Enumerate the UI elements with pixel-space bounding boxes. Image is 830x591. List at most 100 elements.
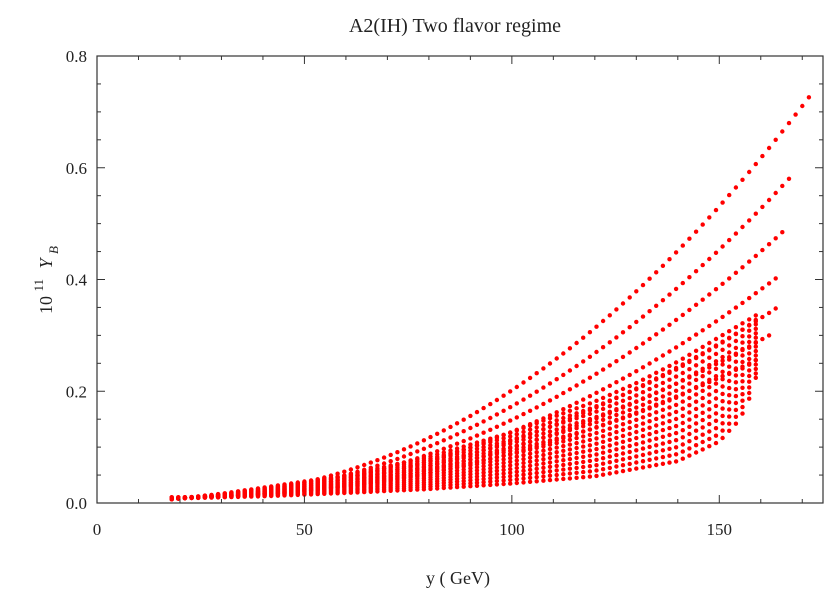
- data-point: [594, 404, 599, 409]
- data-point: [740, 177, 745, 182]
- data-point: [508, 470, 513, 475]
- data-point: [541, 457, 546, 462]
- data-point: [747, 295, 752, 301]
- data-point: [514, 447, 519, 452]
- data-point: [594, 468, 599, 473]
- data-point: [634, 380, 639, 386]
- data-point: [534, 429, 539, 434]
- data-point: [667, 432, 672, 438]
- data-point: [494, 397, 500, 403]
- data-point: [727, 428, 732, 433]
- data-point: [747, 373, 752, 379]
- data-point: [693, 421, 699, 426]
- data-point: [733, 387, 739, 392]
- data-point: [753, 331, 758, 336]
- data-point: [713, 351, 719, 357]
- data-point: [647, 457, 652, 462]
- data-point: [600, 395, 606, 401]
- data-point: [554, 436, 559, 441]
- data-point: [501, 421, 506, 426]
- data-point: [328, 475, 334, 480]
- data-point: [441, 428, 446, 433]
- data-point: [567, 413, 573, 418]
- data-point: [481, 467, 486, 472]
- data-point: [713, 388, 719, 394]
- data-point: [673, 459, 679, 464]
- data-point: [521, 468, 526, 473]
- data-point: [700, 410, 705, 415]
- data-point: [421, 446, 427, 451]
- data-point: [587, 448, 593, 453]
- data-point: [713, 344, 719, 349]
- data-point: [255, 486, 261, 491]
- data-point: [647, 336, 652, 342]
- data-point: [521, 397, 526, 402]
- data-point: [514, 462, 519, 467]
- data-point: [514, 439, 519, 444]
- data-point: [680, 428, 685, 433]
- data-point: [720, 200, 725, 205]
- data-point: [594, 446, 599, 452]
- data-point: [766, 333, 772, 338]
- data-point: [474, 443, 480, 448]
- data-point: [673, 317, 679, 323]
- data-point: [481, 473, 486, 478]
- data-point: [488, 446, 493, 451]
- data-point: [435, 449, 440, 454]
- data-point: [634, 429, 639, 435]
- data-point: [647, 464, 652, 469]
- data-point: [494, 461, 500, 467]
- data-point: [594, 371, 599, 376]
- data-point: [594, 430, 599, 436]
- data-point: [614, 441, 619, 446]
- data-point: [700, 374, 705, 379]
- data-point: [554, 418, 559, 423]
- data-point: [687, 410, 692, 415]
- data-point: [481, 438, 486, 443]
- data-point: [388, 459, 393, 464]
- data-point: [541, 474, 546, 479]
- data-point: [534, 433, 539, 438]
- data-point: [607, 415, 612, 420]
- data-point: [534, 420, 539, 426]
- data-point: [620, 427, 626, 433]
- data-point: [720, 358, 725, 363]
- data-point: [494, 475, 500, 480]
- data-point: [654, 383, 659, 389]
- data-point: [381, 461, 387, 466]
- data-point: [541, 461, 546, 466]
- data-point: [567, 466, 573, 471]
- data-point: [322, 476, 327, 481]
- y-tick-label: 0.4: [66, 271, 88, 290]
- data-point: [640, 408, 646, 414]
- data-point: [687, 403, 692, 408]
- data-point: [687, 236, 692, 241]
- data-point: [693, 302, 699, 307]
- data-point: [667, 412, 672, 417]
- data-point: [614, 359, 619, 364]
- data-point: [627, 467, 632, 472]
- data-point: [647, 361, 652, 366]
- data-point: [527, 439, 533, 444]
- data-point: [740, 321, 745, 326]
- data-point: [541, 427, 546, 432]
- data-point: [547, 398, 553, 403]
- data-point: [647, 425, 652, 430]
- data-point: [660, 427, 666, 433]
- data-point: [640, 390, 646, 395]
- data-point: [508, 463, 513, 468]
- data-point: [315, 477, 320, 482]
- data-point: [541, 366, 546, 371]
- data-point: [747, 351, 752, 356]
- data-point: [667, 384, 672, 389]
- data-point: [408, 451, 413, 457]
- data-point: [567, 408, 573, 413]
- data-point: [587, 394, 593, 399]
- data-point: [753, 211, 758, 216]
- data-point: [488, 415, 493, 421]
- data-point: [720, 332, 725, 338]
- data-point: [235, 489, 241, 494]
- data-point: [554, 459, 559, 464]
- data-point: [747, 317, 752, 322]
- data-point: [501, 443, 506, 448]
